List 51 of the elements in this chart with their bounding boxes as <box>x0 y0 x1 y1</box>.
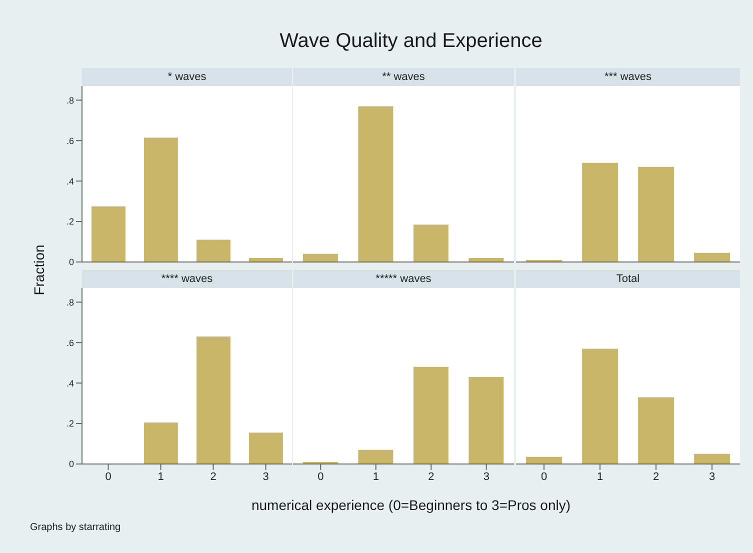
bar <box>413 224 448 262</box>
bar <box>638 166 674 262</box>
x-tick-label: 2 <box>652 470 660 483</box>
x-tick-label: 1 <box>372 470 379 483</box>
bar <box>144 422 178 464</box>
chart-subtitle: ***** waves <box>293 270 514 288</box>
bar <box>582 162 618 262</box>
bar <box>694 252 730 262</box>
y-tick-label: .4 <box>66 378 74 388</box>
bar <box>358 106 394 262</box>
bar <box>358 450 394 464</box>
x-tick-label: 0 <box>105 470 112 483</box>
y-tick-label: .8 <box>66 95 74 106</box>
y-tick-label: .2 <box>66 418 74 429</box>
x-tick-label: 2 <box>428 470 434 483</box>
bar <box>302 254 338 262</box>
y-tick-label: .6 <box>66 136 74 146</box>
x-tick-label: 3 <box>262 470 269 483</box>
x-tick-label: 1 <box>596 470 604 483</box>
bar <box>248 432 283 464</box>
y-tick-label: .4 <box>66 176 74 186</box>
x-tick-label: 0 <box>540 470 548 483</box>
y-tick-label: .2 <box>66 216 74 227</box>
bar <box>638 397 674 464</box>
chart-subtitle: * waves <box>82 68 292 86</box>
chart-subtitle: ** waves <box>293 68 514 86</box>
text: Graphs by starrating <box>30 522 121 533</box>
y-tick-label: .8 <box>66 297 74 308</box>
bar <box>582 348 618 464</box>
y-tick-label: 0 <box>68 459 74 470</box>
bar <box>526 456 562 464</box>
y-tick-label: .6 <box>66 338 74 348</box>
bar <box>196 336 230 464</box>
bar <box>144 138 178 262</box>
x-tick-label: 2 <box>210 470 216 483</box>
y-axis-title: Fraction <box>31 244 47 298</box>
chart-subtitle: *** waves <box>516 68 740 86</box>
x-tick-label: 3 <box>483 470 490 483</box>
x-tick-label: 3 <box>708 470 716 483</box>
bar <box>413 366 448 464</box>
bar <box>694 454 730 464</box>
chart-subtitle: Total <box>516 270 740 288</box>
x-tick-label: 1 <box>158 470 164 483</box>
x-tick-label: 0 <box>318 470 324 483</box>
bar <box>468 377 504 464</box>
chart-title: Wave Quality and Experience <box>278 30 544 53</box>
bar <box>91 206 126 262</box>
y-tick-label: 0 <box>68 257 74 268</box>
chart-subtitle: **** waves <box>82 270 292 288</box>
x-axis-title: numerical experience (0=Beginners to 3=Pros only) <box>250 497 572 513</box>
bar <box>196 240 230 262</box>
